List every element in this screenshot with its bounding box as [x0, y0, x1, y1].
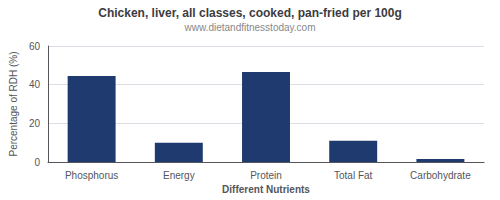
svg-text:Total Fat: Total Fat — [334, 170, 373, 181]
svg-text:Phosphorus: Phosphorus — [65, 170, 118, 181]
svg-text:Chicken, liver, all classes, c: Chicken, liver, all classes, cooked, pan… — [98, 6, 401, 20]
svg-text:0: 0 — [34, 157, 40, 168]
svg-text:www.dietandfitnesstoday.com: www.dietandfitnesstoday.com — [184, 22, 316, 33]
svg-text:Percentage of RDH (%): Percentage of RDH (%) — [8, 51, 19, 156]
svg-text:Different Nutrients: Different Nutrients — [222, 184, 310, 195]
svg-text:40: 40 — [29, 79, 41, 90]
svg-text:60: 60 — [29, 41, 41, 52]
svg-text:Energy: Energy — [163, 170, 195, 181]
svg-text:Protein: Protein — [250, 170, 282, 181]
svg-text:Carbohydrate: Carbohydrate — [410, 170, 471, 181]
svg-text:20: 20 — [29, 118, 41, 129]
